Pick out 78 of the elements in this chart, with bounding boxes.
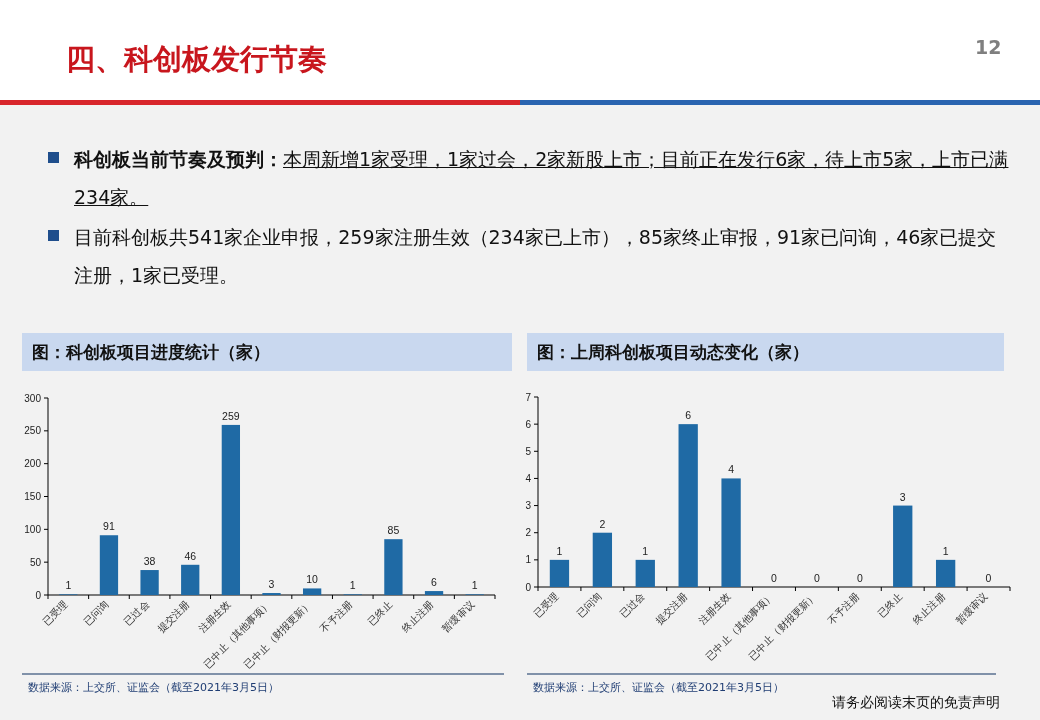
y-tick-label: 2 [525,527,532,539]
bar [181,564,200,595]
x-tick-label: 暂缓审议 [953,590,990,627]
y-tick-label: 0 [35,589,42,601]
data-label: 0 [771,572,778,584]
y-tick-label: 150 [24,491,42,502]
data-label: 259 [222,409,240,422]
data-label: 1 [471,579,478,592]
x-tick-label: 提交注册 [155,598,192,635]
data-label: 3 [268,578,275,591]
source-note: 数据来源：上交所、证监会（截至2021年3月5日） [533,680,784,695]
y-tick-label: 0 [525,581,532,593]
y-tick-label: 5 [525,445,532,457]
data-label: 0 [856,572,863,584]
data-label: 1 [556,544,563,557]
bar [424,591,444,595]
bar [549,559,570,587]
x-tick-label: 已问询 [574,590,604,620]
x-tick-label: 已终止 [365,598,395,628]
data-label: 1 [942,544,949,557]
text: 目前科创板共541家企业申报，259家注册生效（234家已上市），85家终止审报，91家已问询，46家已提交注册，1家已受理。 [74,225,998,288]
data-label: 46 [184,549,197,562]
data-label: 4 [728,463,735,476]
y-tick-label: 250 [24,425,42,437]
data-label: 85 [387,524,400,537]
y-tick-label: 50 [29,556,42,568]
text: 12 [975,36,1002,58]
x-tick-label: 暂缓审议 [440,598,477,635]
data-label: 38 [143,555,156,568]
text: 请务必阅读末页的免责声明 [832,694,1000,712]
data-label: 1 [349,579,356,592]
x-tick-label: 已问询 [81,598,111,628]
bar [678,424,698,587]
x-tick-label: 已过会 [617,590,647,620]
chart-title: 图：上周科创板项目动态变化（家） [527,333,1004,371]
x-tick-label: 注册生效 [696,590,733,627]
x-tick-label: 已受理 [40,598,70,628]
bar [893,505,913,587]
y-tick-label: 300 [24,392,42,404]
x-tick-label: 已过会 [122,598,152,628]
x-tick-label: 不予注册 [825,590,862,627]
y-tick-label: 7 [525,391,532,403]
bar [635,559,655,587]
data-label: 1 [642,544,649,557]
x-tick-label: 已终止 [875,590,905,620]
text: 四、科创板发行节奏 [66,41,327,78]
text: 科创板当前节奏及预判：本周新增1家受理，1家过会，2家新股上市；目前正在发行6家，待上市5家，上市已满234家。 [74,148,1009,208]
y-tick-label: 3 [525,500,532,512]
y-tick-label: 4 [525,472,532,484]
y-tick-label: 1 [525,554,532,566]
data-label: 2 [599,517,606,530]
x-tick-label: 注册生效 [196,598,233,635]
chart-title: 图：科创板项目进度统计（家） [22,333,512,371]
x-tick-label: 终止注册 [399,598,436,635]
data-label: 91 [103,520,115,533]
bar [302,588,322,595]
y-tick-label: 200 [24,458,42,470]
y-tick-label: 6 [525,418,532,430]
bar [935,559,956,587]
x-tick-label: 终止注册 [910,590,948,627]
source-note: 数据来源：上交所、证监会（截至2021年3月5日） [28,680,279,695]
data-label: 6 [431,576,438,589]
data-label: 0 [813,572,820,584]
data-label: 1 [65,579,72,592]
bar [99,535,119,595]
bar [221,424,241,595]
data-label: 0 [985,572,992,584]
x-tick-label: 提交注册 [653,590,690,627]
x-tick-label: 已受理 [531,590,561,620]
bar [721,478,741,587]
x-tick-label: 不予注册 [318,598,355,635]
bar [592,532,613,587]
bar [384,539,403,595]
data-label: 6 [685,409,692,422]
y-tick-label: 100 [24,523,42,535]
data-label: 3 [899,490,906,503]
data-label: 10 [306,573,319,586]
bar [140,570,159,595]
